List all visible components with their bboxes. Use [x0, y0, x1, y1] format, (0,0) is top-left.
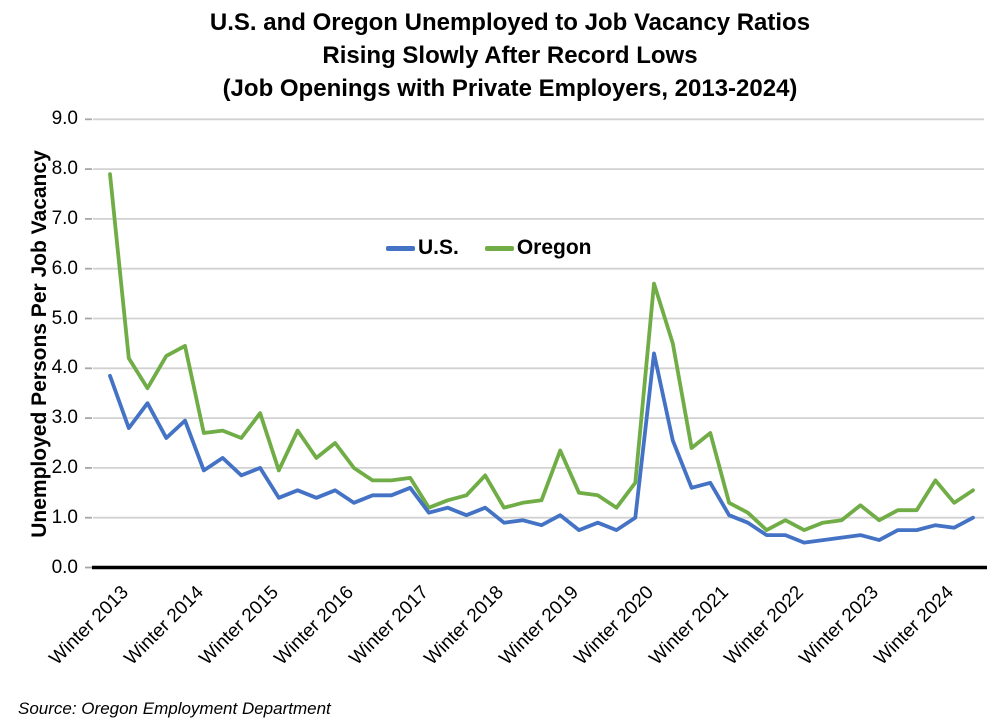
legend-label-oregon: Oregon — [516, 236, 592, 259]
y-tick-label: 1.0 — [51, 506, 78, 528]
y-tick-label: 2.0 — [51, 456, 78, 478]
oregon-line-swatch-icon — [484, 245, 514, 251]
y-tick-label: 3.0 — [51, 407, 78, 429]
us-line-swatch-icon — [386, 245, 415, 251]
chart-title-line-2: Rising Slowly After Record Lows — [322, 42, 698, 69]
y-tick-label: 0.0 — [51, 556, 78, 578]
y-axis-title: Unemployed Persons Per Job Vacancy — [28, 150, 51, 538]
y-tick-label: 7.0 — [51, 207, 78, 229]
y-tick-label: 4.0 — [51, 357, 78, 379]
legend: U.S. Oregon — [386, 236, 592, 260]
chart-title: U.S. and Oregon Unemployed to Job Vacanc… — [20, 6, 1000, 105]
chart-title-line-3: (Job Openings with Private Employers, 20… — [222, 75, 798, 102]
legend-item-us: U.S. — [386, 236, 459, 260]
y-tick-label: 8.0 — [51, 158, 78, 180]
legend-item-oregon: Oregon — [484, 236, 592, 260]
y-tick-label: 5.0 — [51, 307, 78, 329]
y-tick-label: 6.0 — [51, 257, 78, 279]
y-tick-label: 9.0 — [51, 108, 78, 130]
chart-title-line-1: U.S. and Oregon Unemployed to Job Vacanc… — [209, 9, 811, 36]
legend-label-us: U.S. — [418, 236, 459, 259]
us-line — [108, 351, 975, 545]
source-note: Source: Oregon Employment Department — [18, 699, 331, 718]
oregon-line — [108, 172, 975, 532]
